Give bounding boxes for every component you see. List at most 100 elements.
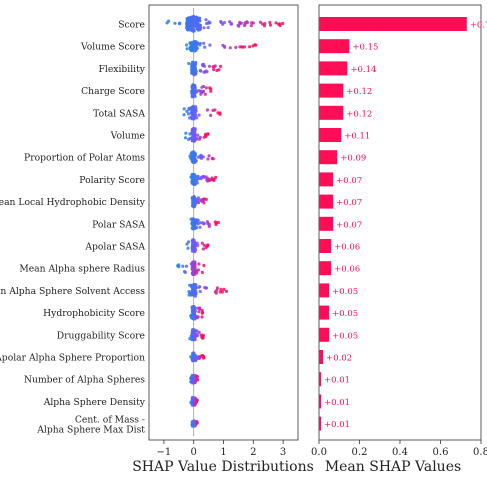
mean-shap-bar bbox=[319, 172, 334, 187]
shap-point bbox=[189, 400, 193, 405]
bar-value-label: +0.07 bbox=[336, 176, 362, 186]
shap-point bbox=[202, 263, 206, 268]
mean-shap-panel: +0.73 +0.15 +0.14 +0.12 +0.12 +0.11 +0.09 +0.07… bbox=[311, 4, 487, 475]
shap-point bbox=[193, 287, 197, 291]
right-tick-label: 0.2 bbox=[352, 447, 368, 458]
shap-point bbox=[193, 357, 197, 362]
shap-point bbox=[190, 109, 194, 113]
left-tick-label: 1 bbox=[220, 447, 226, 458]
shap-point bbox=[195, 375, 199, 379]
right-tick-label: 0.8 bbox=[473, 447, 487, 458]
shap-point bbox=[191, 160, 195, 164]
shap-point bbox=[196, 222, 200, 226]
shap-point bbox=[197, 176, 201, 180]
bar-value-label: +0.05 bbox=[332, 309, 358, 319]
feature-labels: Score Volume Score Flexibility Charge Score… bbox=[0, 20, 146, 436]
shap-point bbox=[193, 294, 197, 298]
shap-point bbox=[274, 21, 278, 25]
shap-point bbox=[200, 85, 204, 89]
shap-point bbox=[207, 154, 211, 158]
shap-point bbox=[190, 49, 194, 53]
shap-point bbox=[192, 72, 196, 76]
bar-value-label: +0.12 bbox=[346, 109, 372, 119]
shap-point bbox=[202, 26, 206, 30]
shap-point bbox=[213, 290, 217, 294]
shap-point bbox=[192, 203, 196, 207]
shap-point bbox=[238, 45, 242, 49]
bar-value-label: +0.73 bbox=[470, 21, 487, 31]
shap-point bbox=[202, 135, 206, 139]
shap-point bbox=[184, 264, 189, 268]
shap-point bbox=[190, 138, 195, 142]
shap-point bbox=[204, 86, 208, 90]
shap-point bbox=[195, 46, 199, 50]
left-tick-label: −1 bbox=[157, 447, 172, 458]
shap-point bbox=[197, 262, 201, 266]
shap-point bbox=[198, 41, 202, 46]
shap-point bbox=[190, 111, 194, 115]
shap-point bbox=[185, 25, 189, 29]
shap-point bbox=[204, 246, 208, 250]
shap-point bbox=[245, 20, 249, 24]
shap-point bbox=[193, 115, 197, 120]
shap-point bbox=[202, 243, 206, 247]
right-x-axis-label: Mean SHAP Values bbox=[325, 459, 461, 475]
shap-point bbox=[173, 21, 177, 25]
shap-point bbox=[281, 21, 285, 26]
shap-point bbox=[193, 263, 197, 267]
shap-point bbox=[192, 272, 196, 276]
mean-shap-bar bbox=[319, 372, 322, 387]
shap-point bbox=[202, 41, 206, 45]
shap-point bbox=[238, 20, 242, 24]
bar-value-label: +0.06 bbox=[334, 243, 360, 253]
shap-point bbox=[187, 112, 191, 116]
shap-point bbox=[219, 64, 223, 68]
shap-point bbox=[190, 116, 194, 120]
shap-point bbox=[193, 127, 197, 131]
shap-distribution-panel: −1 0 1 2 3 SHAP Value Distributions bbox=[132, 4, 314, 475]
shap-point bbox=[199, 354, 203, 358]
mean-shap-bar bbox=[319, 216, 334, 231]
shap-point bbox=[193, 62, 198, 66]
shap-point bbox=[192, 154, 197, 158]
shap-point bbox=[228, 46, 232, 50]
shap-point bbox=[222, 44, 226, 48]
shap-point bbox=[177, 22, 182, 26]
shap-point bbox=[193, 133, 197, 137]
shap-point bbox=[190, 68, 194, 72]
bar-value-label: +0.06 bbox=[334, 265, 360, 275]
shap-point bbox=[258, 20, 262, 24]
shap-point bbox=[191, 396, 195, 400]
left-plot-frame bbox=[148, 4, 299, 441]
shap-point bbox=[192, 311, 196, 316]
shap-point bbox=[192, 238, 196, 242]
shap-point bbox=[193, 178, 197, 182]
shap-point bbox=[196, 200, 200, 204]
shap-point bbox=[214, 222, 218, 227]
shap-point bbox=[191, 355, 195, 359]
shap-point bbox=[190, 358, 194, 362]
shap-point bbox=[190, 60, 195, 64]
shap-point bbox=[268, 23, 273, 27]
shap-point bbox=[197, 113, 201, 117]
shap-point bbox=[188, 337, 192, 341]
feature-label: Volume bbox=[110, 131, 145, 142]
mean-shap-bar bbox=[319, 61, 348, 76]
shap-point bbox=[185, 242, 189, 246]
bar-value-label: +0.01 bbox=[324, 376, 350, 386]
shap-point bbox=[219, 287, 223, 291]
shap-point bbox=[197, 330, 201, 334]
shap-point bbox=[198, 306, 202, 310]
shap-point bbox=[185, 109, 189, 113]
feature-label: Mean Alpha Sphere Solvent Access bbox=[0, 286, 145, 297]
shap-point bbox=[191, 224, 195, 228]
shap-point bbox=[217, 68, 221, 72]
shap-point bbox=[201, 175, 205, 179]
shap-point bbox=[194, 43, 198, 48]
mean-shap-bar bbox=[319, 261, 332, 276]
shap-point bbox=[228, 20, 232, 24]
shap-point bbox=[191, 218, 195, 223]
shap-point bbox=[268, 20, 272, 25]
shap-point bbox=[201, 247, 205, 251]
feature-label: Flexibility bbox=[99, 64, 146, 75]
